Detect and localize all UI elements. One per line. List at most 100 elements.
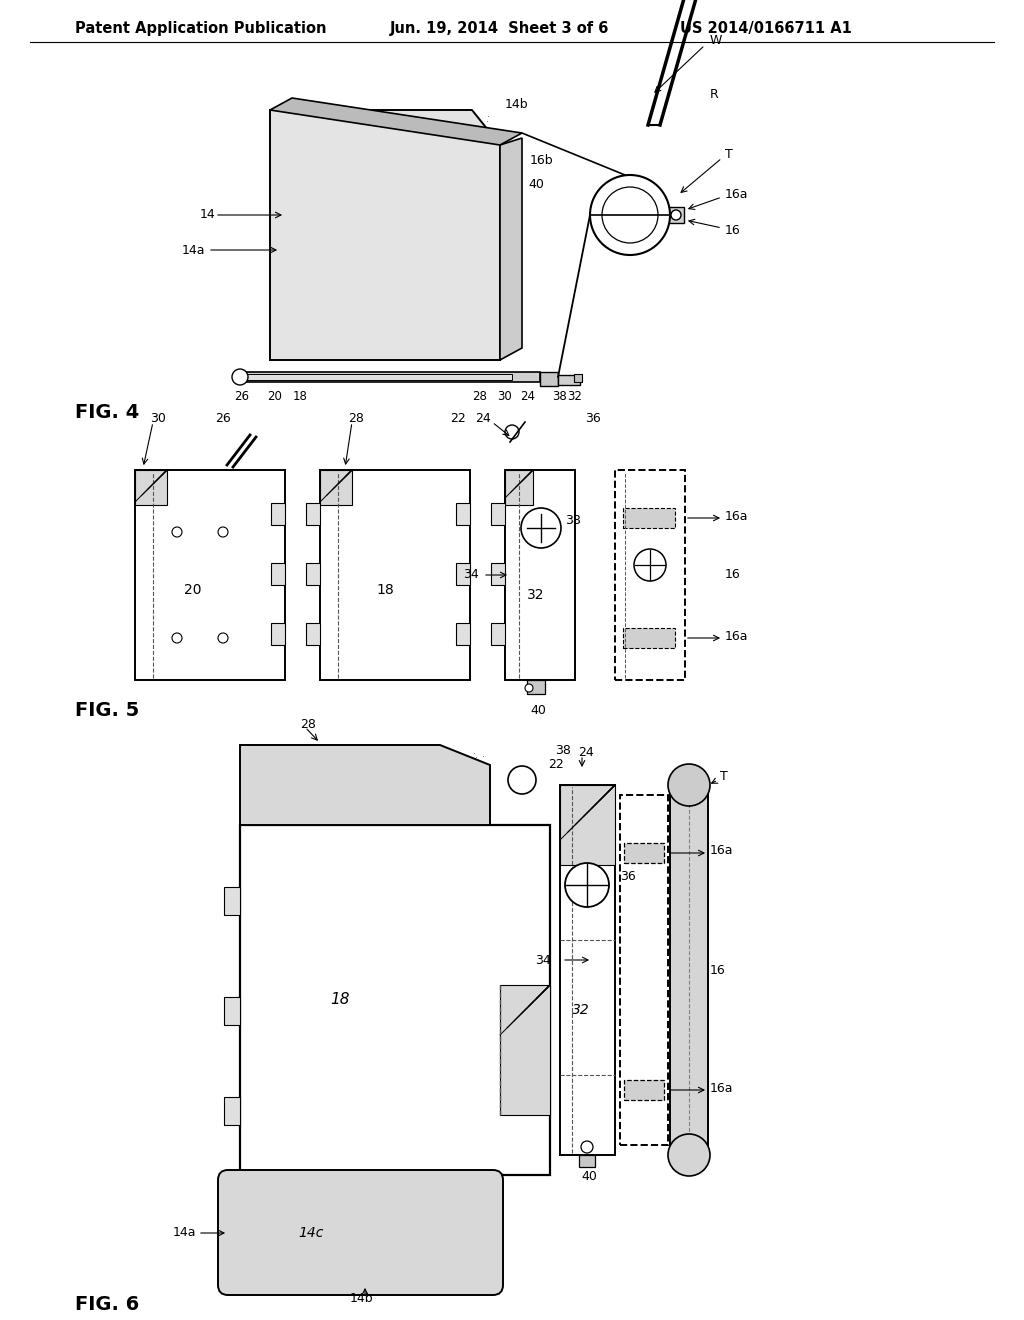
Circle shape [218, 527, 228, 537]
Point [365, 789, 381, 810]
Point [467, 1250, 483, 1271]
Point [286, 777, 302, 799]
Point [476, 754, 493, 775]
Text: 16: 16 [725, 569, 740, 582]
Point [338, 271, 354, 292]
Point [400, 804, 417, 825]
Point [458, 227, 474, 248]
Point [304, 246, 321, 267]
Point [474, 780, 490, 801]
Point [321, 314, 337, 335]
Point [454, 214, 470, 235]
Point [287, 1212, 303, 1233]
Bar [242, 374, 512, 380]
Point [316, 1221, 333, 1242]
Point [371, 763, 387, 784]
Point [364, 762, 380, 783]
Point [308, 1225, 325, 1246]
Bar [135, 470, 285, 680]
Point [423, 763, 439, 784]
Bar [505, 470, 534, 506]
Point [276, 232, 293, 253]
Text: 32: 32 [572, 1003, 590, 1016]
Point [350, 133, 367, 154]
Circle shape [581, 1140, 593, 1152]
Point [272, 1189, 289, 1210]
Bar [670, 785, 708, 1155]
Point [372, 186, 388, 207]
Point [467, 231, 483, 252]
Point [409, 744, 425, 766]
Point [430, 296, 446, 317]
Point [360, 166, 377, 187]
Point [463, 1221, 479, 1242]
Point [450, 120, 466, 141]
Point [475, 193, 492, 214]
Point [318, 166, 335, 187]
Point [341, 781, 357, 803]
Point [485, 206, 502, 227]
Point [362, 193, 379, 214]
Point [429, 166, 445, 187]
Point [457, 189, 473, 210]
Point [452, 1239, 468, 1261]
Point [346, 808, 362, 829]
Point [424, 112, 440, 133]
Point [374, 244, 390, 265]
Point [331, 1191, 347, 1212]
Point [483, 190, 500, 211]
Point [393, 251, 410, 272]
Point [478, 319, 495, 341]
Point [299, 243, 315, 264]
Point [420, 334, 436, 355]
Point [329, 216, 345, 238]
Text: R: R [710, 88, 719, 102]
Point [428, 754, 444, 775]
Point [276, 742, 293, 763]
Point [348, 331, 365, 352]
Point [374, 325, 390, 346]
Point [376, 788, 392, 809]
Point [415, 1230, 431, 1251]
Point [299, 768, 315, 789]
Point [299, 767, 315, 788]
Point [245, 774, 261, 795]
Point [368, 1189, 384, 1210]
Point [304, 754, 321, 775]
Point [412, 1191, 428, 1212]
Point [398, 297, 415, 318]
Point [346, 157, 362, 178]
Point [331, 230, 347, 251]
Point [327, 273, 343, 294]
Point [345, 147, 361, 168]
Point [382, 770, 398, 791]
Bar [527, 680, 545, 694]
Point [254, 788, 270, 809]
Point [321, 111, 337, 132]
Point [432, 253, 449, 275]
Point [466, 304, 482, 325]
Point [399, 754, 416, 775]
Text: 20: 20 [184, 583, 202, 597]
Text: 32: 32 [527, 587, 545, 602]
Point [415, 803, 431, 824]
Point [254, 1257, 270, 1278]
Point [328, 771, 344, 792]
Point [390, 1191, 407, 1212]
Point [380, 801, 396, 822]
Point [395, 1237, 412, 1258]
Point [274, 294, 291, 315]
Text: 18: 18 [293, 391, 307, 404]
Point [393, 1220, 410, 1241]
Bar [306, 503, 319, 525]
Point [248, 750, 264, 771]
Point [326, 742, 342, 763]
Point [249, 1225, 265, 1246]
Point [359, 1221, 376, 1242]
Point [452, 133, 468, 154]
Point [343, 1229, 359, 1250]
Point [402, 1230, 419, 1251]
Point [408, 161, 424, 182]
Point [379, 788, 395, 809]
Point [317, 312, 334, 333]
